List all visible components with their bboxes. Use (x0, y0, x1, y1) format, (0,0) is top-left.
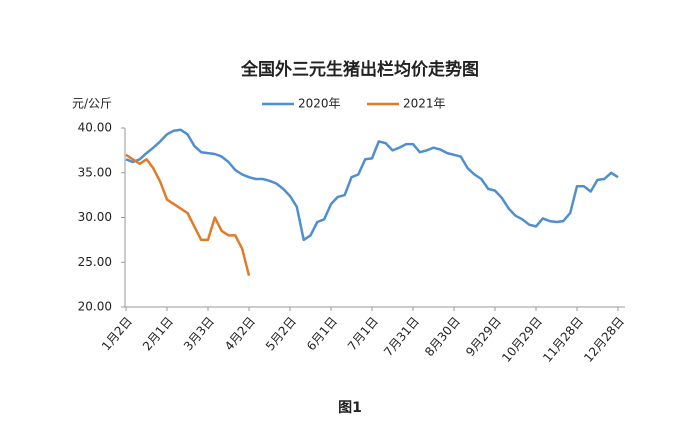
y-tick-label: 25.00 (78, 255, 112, 269)
legend-label: 2020年 (298, 97, 341, 111)
caption: 图1 (338, 400, 362, 416)
legend-label: 2021年 (403, 97, 446, 111)
y-tick-label: 40.00 (78, 121, 112, 135)
series-line (125, 128, 619, 242)
y-tick-label: 30.00 (78, 210, 112, 224)
chart-title: 全国外三元生猪出栏均价走势图 (240, 59, 479, 80)
y-axis-label: 元/公斤 (72, 97, 112, 111)
series-line (125, 153, 251, 277)
y-tick-label: 20.00 (78, 300, 112, 314)
y-tick-label: 35.00 (78, 165, 112, 179)
